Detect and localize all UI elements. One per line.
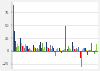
Bar [16, 47, 17, 51]
Bar [91, 43, 92, 51]
Bar [88, 50, 89, 51]
Bar [68, 46, 69, 51]
Bar [63, 50, 64, 51]
Bar [41, 48, 42, 51]
Bar [73, 46, 74, 51]
Bar [80, 51, 81, 58]
Bar [24, 48, 25, 51]
Bar [26, 46, 27, 51]
Bar [78, 47, 79, 51]
Bar [75, 49, 76, 51]
Bar [69, 48, 70, 51]
Bar [37, 48, 38, 51]
Bar [60, 50, 61, 51]
Bar [54, 51, 55, 52]
Bar [40, 42, 41, 51]
Bar [57, 48, 58, 51]
Bar [65, 26, 66, 51]
Bar [48, 48, 49, 51]
Bar [17, 44, 18, 51]
Bar [53, 48, 54, 51]
Bar [90, 50, 91, 51]
Bar [14, 31, 15, 51]
Bar [59, 48, 60, 51]
Bar [49, 49, 50, 51]
Bar [47, 47, 48, 51]
Bar [61, 51, 62, 53]
Bar [28, 49, 29, 51]
Bar [31, 50, 32, 51]
Bar [46, 42, 47, 51]
Bar [51, 49, 52, 51]
Bar [56, 49, 57, 51]
Bar [35, 48, 36, 51]
Bar [18, 46, 19, 51]
Bar [44, 47, 45, 51]
Bar [23, 46, 24, 51]
Bar [70, 49, 71, 51]
Bar [30, 49, 31, 51]
Bar [29, 48, 30, 51]
Bar [52, 46, 53, 51]
Bar [83, 48, 84, 51]
Bar [67, 49, 68, 51]
Bar [34, 47, 35, 51]
Bar [89, 50, 90, 51]
Bar [94, 51, 95, 54]
Bar [93, 51, 94, 52]
Bar [72, 42, 73, 51]
Bar [79, 46, 80, 51]
Bar [64, 49, 65, 51]
Bar [43, 49, 44, 51]
Bar [50, 45, 51, 51]
Bar [42, 43, 43, 51]
Bar [81, 51, 82, 67]
Bar [62, 50, 63, 51]
Bar [92, 49, 93, 51]
Bar [22, 46, 23, 51]
Bar [55, 51, 56, 56]
Bar [86, 50, 87, 51]
Bar [87, 51, 88, 55]
Bar [38, 49, 39, 51]
Bar [84, 48, 85, 51]
Bar [13, 5, 14, 51]
Bar [95, 50, 96, 51]
Bar [76, 48, 77, 51]
Bar [27, 46, 28, 51]
Bar [36, 49, 37, 51]
Bar [39, 45, 40, 51]
Bar [33, 45, 34, 51]
Bar [15, 41, 16, 51]
Bar [96, 44, 97, 51]
Bar [77, 49, 78, 51]
Bar [85, 48, 86, 51]
Bar [25, 44, 26, 51]
Bar [21, 43, 22, 51]
Bar [20, 38, 21, 51]
Bar [58, 48, 59, 51]
